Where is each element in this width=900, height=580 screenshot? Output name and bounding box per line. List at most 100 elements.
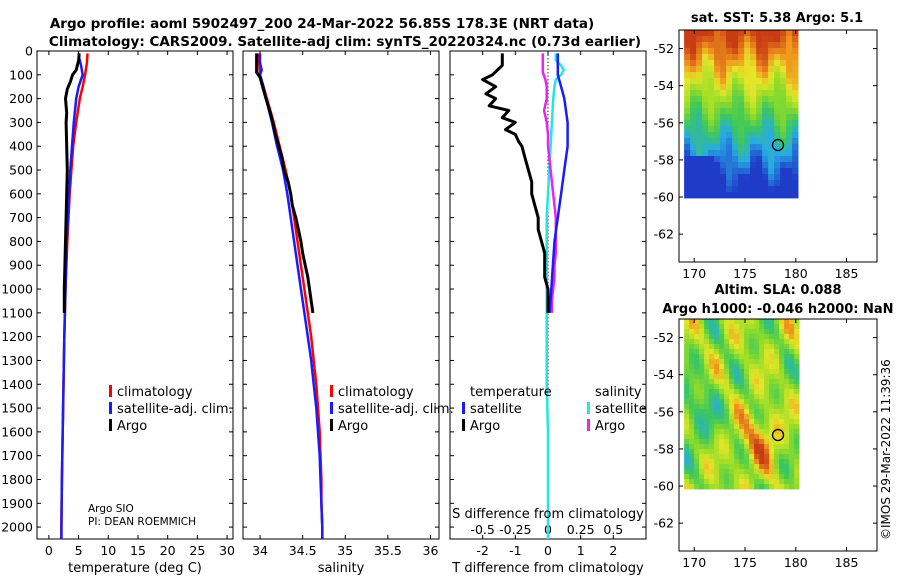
- heatmap-cell: [759, 359, 765, 365]
- heatmap-cell: [768, 78, 775, 85]
- heatmap-cell: [756, 192, 763, 199]
- heatmap-cell: [768, 150, 775, 157]
- heatmap-cell: [744, 36, 751, 43]
- heatmap-cell: [704, 369, 710, 375]
- heatmap-cell: [734, 339, 740, 345]
- heatmap-cell: [714, 96, 721, 103]
- heatmap-cell: [784, 324, 790, 330]
- heatmap-cell: [794, 374, 800, 380]
- heatmap-cell: [738, 126, 745, 133]
- heatmap-cell: [774, 379, 780, 385]
- heatmap-cell: [762, 192, 769, 199]
- heatmap-cell: [714, 389, 720, 395]
- heatmap-cell: [694, 474, 700, 480]
- heatmap-cell: [684, 419, 690, 425]
- heatmap-cell: [739, 414, 745, 420]
- heatmap-cell: [794, 434, 800, 440]
- heatmap-cell: [704, 434, 710, 440]
- heatmap-cell: [774, 168, 781, 175]
- title-line-1: Argo profile: aoml 5902497_200 24-Mar-20…: [50, 16, 594, 32]
- heatmap-cell: [696, 42, 703, 49]
- heatmap-cell: [699, 369, 705, 375]
- heatmap-cell: [709, 319, 715, 325]
- heatmap-cell: [739, 344, 745, 350]
- heatmap-cell: [694, 469, 700, 475]
- heatmap-cell: [696, 174, 703, 181]
- heatmap-cell: [720, 150, 727, 157]
- heatmap-cell: [762, 144, 769, 151]
- heatmap-cell: [779, 469, 785, 475]
- lat-tick-label: -60: [654, 190, 674, 205]
- heatmap-cell: [709, 354, 715, 360]
- heatmap-cell: [754, 389, 760, 395]
- heatmap-cell: [690, 90, 697, 97]
- heatmap-cell: [768, 180, 775, 187]
- heatmap-cell: [769, 339, 775, 345]
- heatmap-cell: [792, 120, 799, 127]
- heatmap-cell: [749, 474, 755, 480]
- heatmap-cell: [729, 364, 735, 370]
- heatmap-cell: [756, 48, 763, 55]
- heatmap-cell: [779, 454, 785, 460]
- heatmap-cell: [738, 66, 745, 73]
- heatmap-cell: [789, 379, 795, 385]
- heatmap-cell: [724, 354, 730, 360]
- heatmap-cell: [694, 449, 700, 455]
- heatmap-cell: [759, 424, 765, 430]
- heatmap-cell: [744, 120, 751, 127]
- heatmap-cell: [769, 354, 775, 360]
- heatmap-cell: [689, 479, 695, 485]
- heatmap-cell: [756, 90, 763, 97]
- lon-tick-label: 175: [733, 555, 757, 570]
- heatmap-cell: [699, 464, 705, 470]
- heatmap-cell: [729, 399, 735, 405]
- heatmap-cell: [708, 84, 715, 91]
- heatmap-cell: [754, 399, 760, 405]
- heatmap-cell: [762, 84, 769, 91]
- x-tick-label: 35.5: [374, 543, 402, 558]
- depth-tick-label: 1300: [1, 353, 33, 368]
- heatmap-cell: [754, 474, 760, 480]
- heatmap-cell: [684, 479, 690, 485]
- heatmap-cell: [738, 96, 745, 103]
- heatmap-cell: [699, 434, 705, 440]
- heatmap-cell: [694, 339, 700, 345]
- heatmap-cell: [714, 60, 721, 67]
- legend-label-s-satellite: satellite: [595, 402, 647, 417]
- heatmap-cell: [764, 319, 770, 325]
- heatmap-cell: [689, 484, 695, 490]
- heatmap-cell: [684, 359, 690, 365]
- heatmap-cell: [724, 439, 730, 445]
- heatmap-cell: [694, 379, 700, 385]
- heatmap-cell: [774, 114, 781, 121]
- heatmap-cell: [750, 186, 757, 193]
- x-tick-label: -1: [509, 543, 521, 558]
- heatmap-cell: [744, 30, 751, 37]
- heatmap-cell: [714, 444, 720, 450]
- heatmap-cell: [714, 319, 720, 325]
- heatmap-cell: [696, 180, 703, 187]
- heatmap-cell: [734, 484, 740, 490]
- heatmap-cell: [774, 156, 781, 163]
- heatmap-cell: [729, 424, 735, 430]
- heatmap-cell: [689, 334, 695, 340]
- heatmap-cell: [720, 60, 727, 67]
- heatmap-cell: [768, 84, 775, 91]
- heatmap-cell: [714, 102, 721, 109]
- heatmap-cell: [708, 192, 715, 199]
- heatmap-cell: [709, 439, 715, 445]
- heatmap-cell: [726, 48, 733, 55]
- heatmap-cell: [724, 349, 730, 355]
- heatmap-cell: [774, 186, 781, 193]
- heatmap-cell: [709, 384, 715, 390]
- heatmap-cell: [729, 374, 735, 380]
- heatmap-cell: [702, 84, 709, 91]
- heatmap-cell: [764, 464, 770, 470]
- heatmap-cell: [739, 354, 745, 360]
- heatmap-cell: [720, 30, 727, 37]
- heatmap-cell: [732, 186, 739, 193]
- legend-label-climatology: climatology: [338, 385, 414, 400]
- heatmap-cell: [719, 359, 725, 365]
- heatmap-cell: [769, 404, 775, 410]
- heatmap-cell: [720, 114, 727, 121]
